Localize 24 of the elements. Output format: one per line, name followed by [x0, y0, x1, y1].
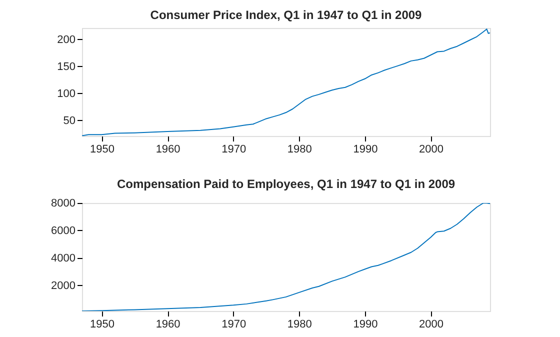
y-tick-label: 2000 — [51, 280, 76, 292]
y-tick-label: 4000 — [51, 252, 76, 264]
y-tick-label: 100 — [57, 88, 76, 100]
x-tick-label: 1950 — [90, 144, 114, 156]
line-series — [82, 203, 490, 311]
x-tick-label: 2000 — [419, 318, 444, 330]
y-tick-label: 50 — [63, 114, 76, 127]
line-series — [82, 28, 490, 136]
x-tick-label: 1990 — [353, 318, 378, 330]
x-tick-label: 1960 — [156, 144, 180, 156]
y-tick-label: 8000 — [51, 198, 76, 210]
x-tick-label: 1950 — [90, 318, 114, 330]
y-tick-label: 150 — [57, 60, 76, 73]
chart-title: Consumer Price Index, Q1 in 1947 to Q1 in 2009 — [150, 8, 422, 22]
x-tick-label: 1960 — [156, 318, 180, 330]
x-tick-label: 1970 — [222, 318, 246, 330]
x-tick-label: 2000 — [419, 144, 444, 156]
x-tick-label: 1980 — [287, 318, 312, 330]
x-tick-label: 1970 — [222, 144, 246, 156]
chart-title: Compensation Paid to Employees, Q1 in 1947 to Q1 in 2009 — [116, 177, 456, 191]
y-tick-label: 6000 — [51, 224, 76, 237]
x-tick-label: 1980 — [287, 144, 312, 156]
y-tick-label: 200 — [57, 34, 76, 46]
x-tick-label: 1990 — [353, 144, 378, 156]
